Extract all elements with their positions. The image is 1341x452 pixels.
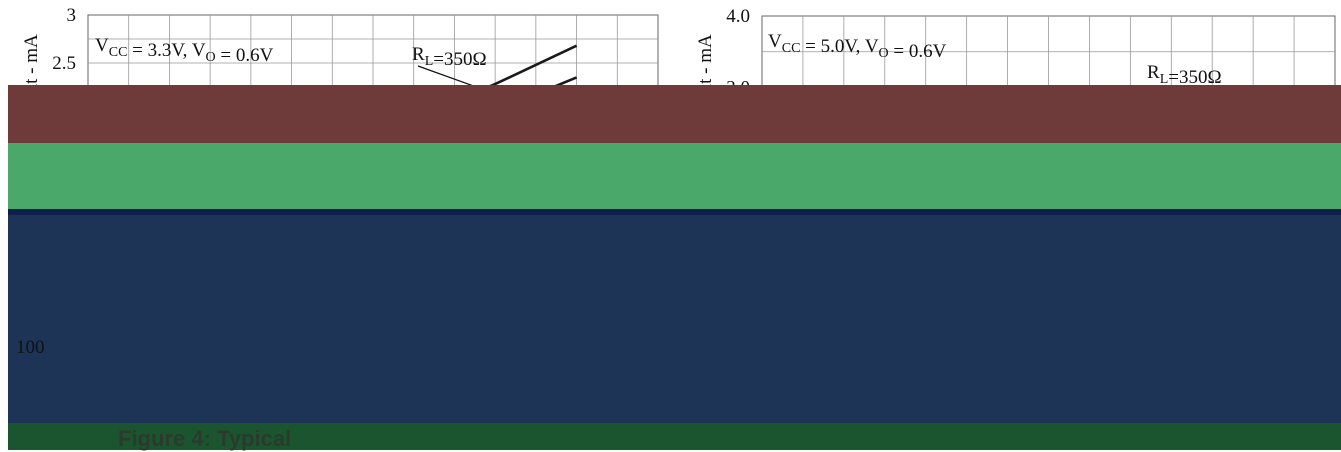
maroon-overlay-band: [8, 85, 1341, 143]
y-tick-label-2-4: 4.0: [726, 6, 750, 27]
condition-label-2: VCC = 5.0V, VO = 0.6V: [768, 31, 947, 62]
y-tick-label-1-6: 3: [67, 5, 77, 26]
navy-overlay-band: [8, 209, 1341, 423]
figure-caption: Figure 4: Typical: [118, 426, 292, 451]
left-edge-tick-label: 100: [16, 337, 45, 358]
series-label-1-1: RL=350Ω: [412, 44, 487, 70]
series-label-2-1: RL=350Ω: [1147, 62, 1222, 88]
bottom-overlay-band: [8, 423, 1341, 450]
y-tick-label-1-5: 2.5: [52, 53, 76, 74]
condition-label-1: VCC = 3.3V, VO = 0.6V: [95, 35, 274, 66]
navy-divider-band: [8, 209, 1341, 215]
green-overlay-band: [8, 143, 1341, 209]
